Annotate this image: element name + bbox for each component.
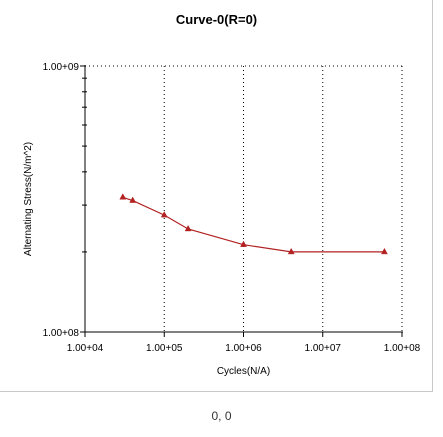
chart-frame: Curve-0(R=0) 1.00+04 1.00+05 1.00+06 1.00+0… — [0, 0, 433, 392]
y-axis-label: Alternating Stress(N/m^2) — [23, 142, 34, 256]
x-tick-label-2: 1.00+06 — [225, 343, 262, 354]
data-point-0-3 — [184, 224, 192, 232]
data-point-0-1 — [129, 196, 137, 203]
data-point-0-4 — [240, 240, 247, 247]
chart-title: Curve-0(R=0) — [175, 12, 258, 27]
x-tick-label-3: 1.00+07 — [305, 343, 342, 354]
x-tick-label-4: 1.00+08 — [384, 343, 421, 354]
y-tick-label-0: 1.00+08 — [43, 328, 80, 339]
data-point-0-6 — [380, 247, 388, 255]
series-line-0 — [122, 196, 385, 253]
x-tick-label-1: 1.00+05 — [146, 343, 183, 354]
coordinate-readout: 0, 0 — [211, 409, 232, 423]
data-point-0-5 — [287, 247, 295, 255]
data-point-0-0 — [119, 193, 127, 200]
x-tick-label-0: 1.00+04 — [67, 343, 104, 354]
chart-plot[interactable]: 1.00+04 1.00+05 1.00+06 1.00+07 1.00+08 1.00+… — [0, 0, 433, 392]
data-point-0-2 — [160, 211, 168, 218]
x-axis-label: Cycles(N/A) — [217, 366, 270, 377]
y-tick-label-1: 1.00+09 — [43, 62, 80, 73]
